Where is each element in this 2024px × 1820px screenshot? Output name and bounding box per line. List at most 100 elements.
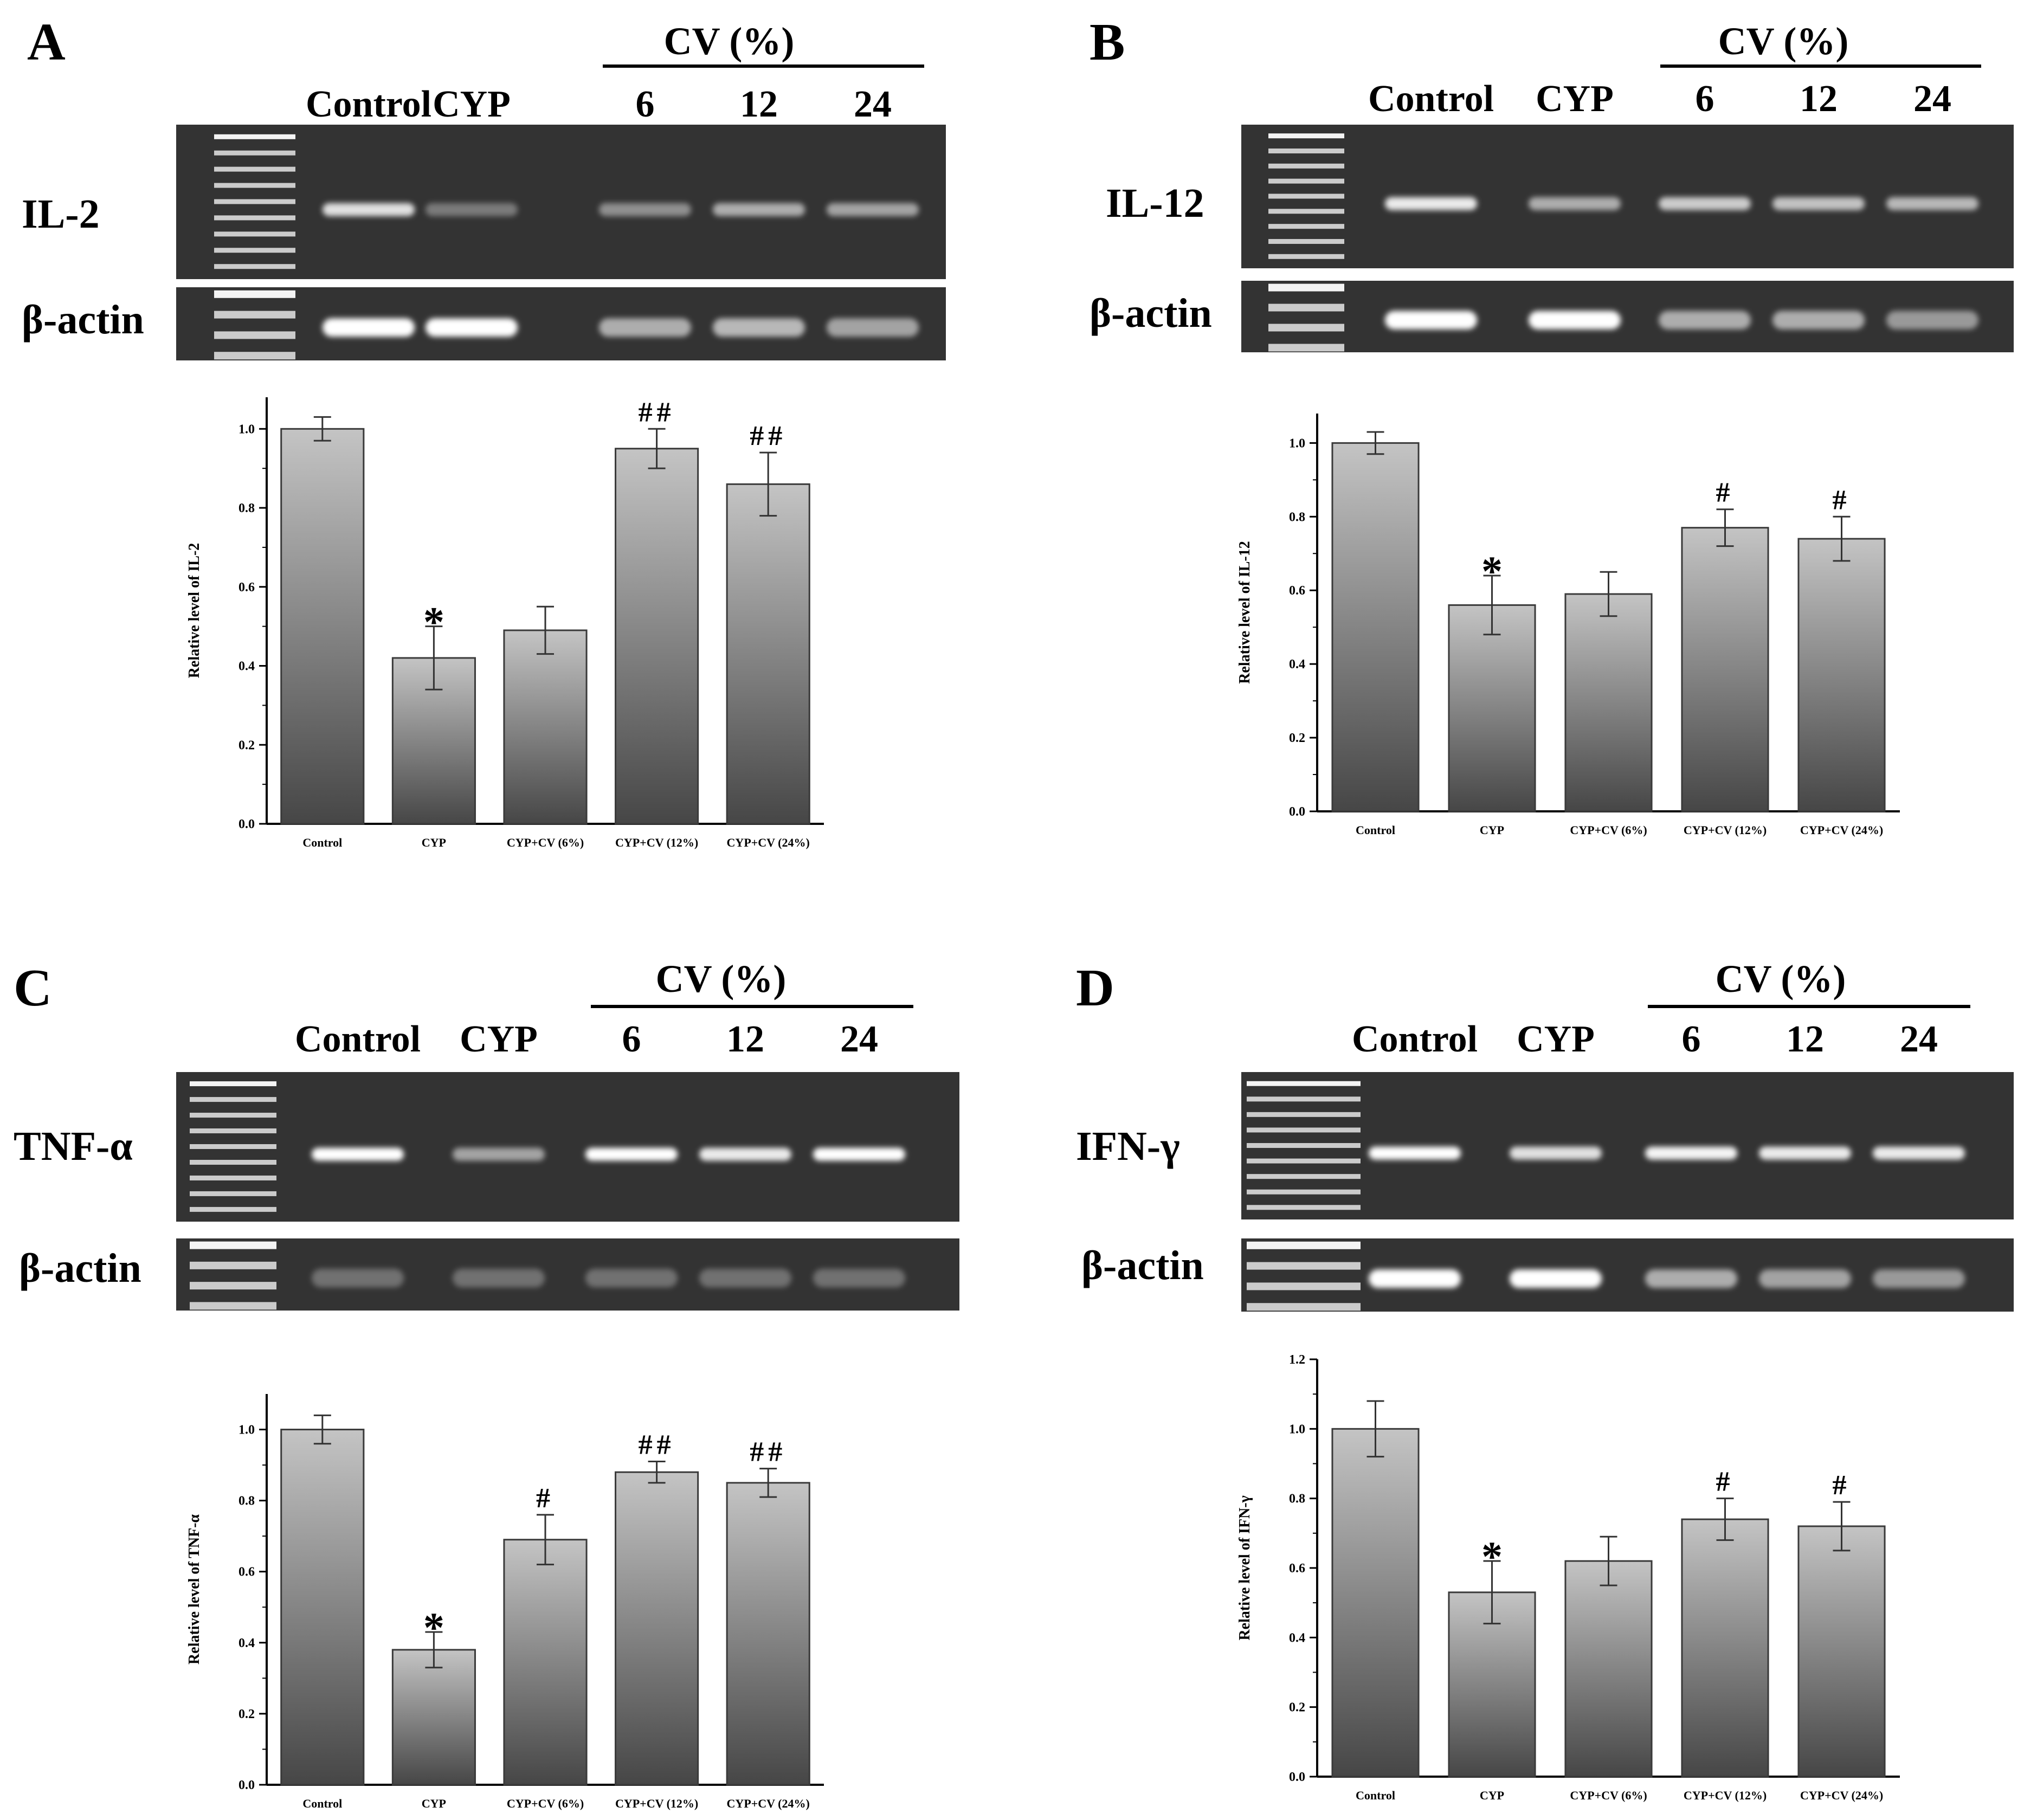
lane-label: 24 [1900, 1018, 1938, 1060]
gel-band [1772, 197, 1865, 210]
ladder-band [190, 1191, 276, 1196]
y-tick-label: 0.0 [1289, 1770, 1305, 1784]
ladder-band [1247, 1143, 1361, 1148]
lane-label: 12 [1786, 1018, 1824, 1060]
panel-letter: C [14, 959, 52, 1017]
ladder-band [1268, 133, 1344, 139]
y-tick-label: 0.4 [1289, 1631, 1305, 1645]
category-label: CYP+CV (12%) [1684, 1789, 1767, 1802]
bar [726, 483, 810, 825]
lane-label: 6 [636, 83, 655, 125]
group-label: CV (%) [1718, 20, 1849, 63]
bar-chart: 0.0 0.2 0.4 0.6 0.8 1.0 Relative level of IL-2… [186, 397, 824, 849]
category-label: Control [1356, 823, 1395, 837]
gel-band [426, 318, 518, 337]
group-label: CV (%) [1716, 957, 1846, 1001]
lane-label: CYP [433, 83, 511, 125]
gel-band [599, 203, 691, 216]
ladder-band [1247, 1241, 1361, 1249]
lane-label: 6 [1682, 1018, 1701, 1060]
y-tick-label: 1.2 [1289, 1353, 1305, 1367]
gel-band [1886, 311, 1978, 330]
gene-gel [1241, 1072, 2014, 1219]
category-label: CYP+CV (24%) [727, 836, 810, 849]
y-tick-label: 0.4 [1289, 657, 1305, 672]
y-tick-label: 0.6 [1289, 584, 1305, 598]
category-label: CYP+CV (6%) [1570, 823, 1647, 837]
gene-label: IFN-γ [1076, 1124, 1180, 1169]
significance-mark: * [1481, 547, 1503, 595]
gel-band [1759, 1146, 1851, 1160]
category-label: CYP [422, 1797, 446, 1810]
lane-label: 12 [726, 1018, 764, 1060]
gel-band [1873, 1146, 1965, 1160]
group-label: CV (%) [664, 20, 795, 63]
ladder-band [214, 248, 295, 253]
ladder-band [1247, 1262, 1361, 1270]
ladder-band [1247, 1189, 1361, 1195]
ladder-band [1268, 163, 1344, 169]
significance-mark: * [1481, 1533, 1503, 1580]
bar [615, 1471, 699, 1786]
panel-b: B CV (%) Control CYP 6 12 24 IL-12 β-actin 0.0 0.2… [1090, 13, 2014, 837]
significance-mark: * [423, 1604, 444, 1651]
lane-label: 24 [854, 83, 892, 125]
gel-band [1772, 311, 1865, 330]
gel-band [1659, 197, 1751, 210]
bar [503, 1539, 588, 1786]
significance-mark: # [536, 1483, 555, 1514]
category-label: CYP+CV (6%) [1570, 1789, 1647, 1802]
ladder-band [190, 1261, 276, 1269]
ladder-band [1247, 1205, 1361, 1210]
ladder-band [190, 1206, 276, 1212]
y-tick-label: 1.0 [239, 422, 255, 436]
y-tick-label: 0.4 [239, 660, 255, 674]
panel-c: C CV (%) Control CYP 6 12 24 TNF-α β-actin 0.0 0.2… [14, 957, 959, 1810]
gene-gel [176, 125, 946, 279]
lane-label: 6 [622, 1018, 641, 1060]
ladder-band [1247, 1282, 1361, 1290]
ladder-band [1268, 304, 1344, 312]
gel-background [176, 1072, 959, 1222]
lane-label: Control [1352, 1018, 1478, 1060]
ladder-band [214, 215, 295, 221]
ladder-band [190, 1159, 276, 1165]
gel-band [827, 203, 919, 216]
gel-band [1645, 1269, 1737, 1288]
gene-label: IL-12 [1106, 180, 1204, 226]
y-axis-label: Relative level of IL-12 [1236, 541, 1253, 684]
bar [280, 428, 365, 825]
y-tick-label: 1.0 [1289, 1422, 1305, 1436]
ladder-band [1268, 149, 1344, 154]
gel-band [713, 318, 805, 337]
significance-mark: ## [750, 1437, 787, 1468]
y-axis-label: Relative level of TNF-α [186, 1514, 203, 1665]
significance-mark: * [423, 598, 444, 646]
actin-gel [176, 287, 946, 360]
actin-gel [1241, 1238, 2014, 1312]
ladder-band [190, 1144, 276, 1149]
bar [280, 1429, 365, 1786]
gel-band [323, 318, 415, 337]
gel-band [699, 1147, 791, 1161]
bar [1681, 527, 1769, 812]
category-label: Control [302, 836, 342, 849]
gel-band [323, 203, 415, 216]
ladder-band [1247, 1174, 1361, 1179]
bar-chart: 0.0 0.2 0.4 0.6 0.8 1.0 Relative level of TNF-… [186, 1394, 824, 1810]
y-tick-label: 0.6 [239, 580, 255, 595]
ladder-band [1247, 1081, 1361, 1086]
bar [1681, 1518, 1769, 1778]
category-label: CYP+CV (12%) [615, 1797, 698, 1810]
ladder-band [1247, 1158, 1361, 1164]
bar [1797, 1525, 1886, 1778]
y-tick-label: 0.2 [239, 1707, 255, 1721]
ladder-band [1268, 344, 1344, 352]
ladder-band [1268, 324, 1344, 332]
y-tick-label: 0.0 [1289, 805, 1305, 819]
y-tick-label: 0.2 [1289, 1701, 1305, 1715]
lane-label: 24 [1913, 78, 1951, 120]
category-label: CYP+CV (24%) [1800, 823, 1883, 837]
lane-label: Control [295, 1018, 421, 1060]
